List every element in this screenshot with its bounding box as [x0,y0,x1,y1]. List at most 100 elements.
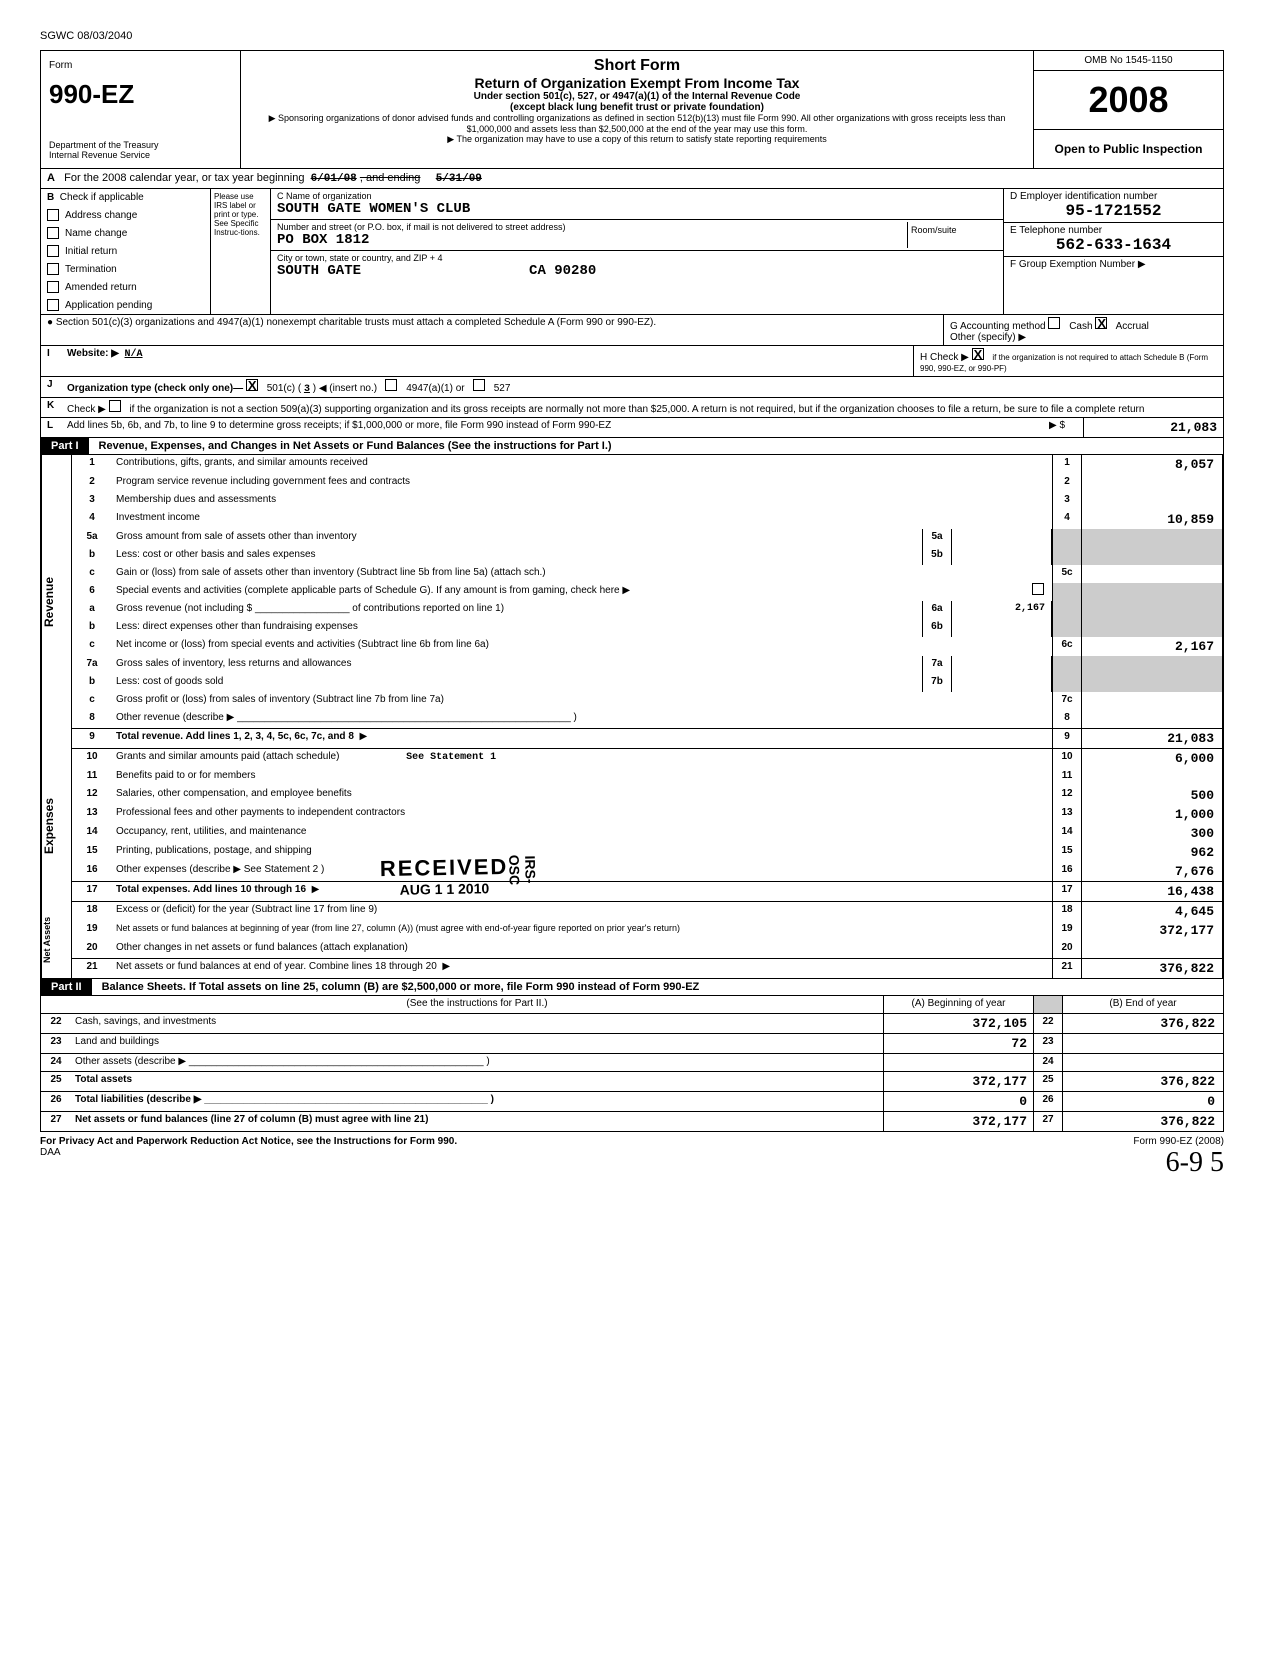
line15-val: 962 [1082,843,1222,862]
line15-desc: Printing, publications, postage, and shi… [112,843,1052,862]
line7a-desc: Gross sales of inventory, less returns a… [112,656,922,674]
bs27-a: 372,177 [883,1112,1033,1131]
initial-return: Initial return [65,246,117,257]
j-4947: 4947(a)(1) or [406,383,464,394]
line7c-desc: Gross profit or (loss) from sales of inv… [112,692,1052,710]
gaming-checkbox[interactable] [1032,583,1044,595]
l-arrow: ▶ $ [1043,418,1083,437]
section-code: Under section 501(c), 527, or 4947(a)(1)… [251,91,1023,102]
line18-val: 4,645 [1082,902,1222,921]
part1-title: Revenue, Expenses, and Changes in Net As… [89,438,622,454]
sponsor-note: ▶ Sponsoring organizations of donor advi… [251,113,1023,134]
line1-desc: Contributions, gifts, grants, and simila… [112,455,1052,474]
line6a-midval: 2,167 [952,601,1052,619]
group-exemption: F Group Exemption Number ▶ [1010,259,1217,270]
line3-desc: Membership dues and assessments [112,492,1052,510]
line2-desc: Program service revenue including govern… [112,474,1052,492]
bs27-desc: Net assets or fund balances (line 27 of … [71,1112,883,1131]
line4-desc: Investment income [112,510,1052,529]
part2-instr: (See the instructions for Part II.) [71,996,883,1013]
line19-val: 372,177 [1082,921,1222,940]
footer: For Privacy Act and Paperwork Reduction … [40,1132,1224,1183]
l-text: Add lines 5b, 6b, and 7b, to line 9 to d… [61,418,1043,437]
check-applicable: Check if applicable [60,192,144,203]
line17-val: 16,438 [1082,882,1222,901]
other-specify: Other (specify) ▶ [950,332,1026,343]
section-501-row: ● Section 501(c)(3) organizations and 49… [40,315,1224,346]
termination: Termination [65,264,117,275]
bs27-b: 376,822 [1063,1112,1223,1131]
k-label: Check ▶ [67,404,106,415]
website-value: N/A [125,349,143,360]
bs22-b: 376,822 [1063,1014,1223,1033]
line8-val [1082,710,1222,728]
line3-val [1082,492,1222,510]
line6c-val: 2,167 [1082,637,1222,656]
return-subtitle: Return of Organization Exempt From Incom… [251,75,1023,91]
bs25-desc: Total assets [71,1072,883,1091]
part2-label: Part II [41,979,92,995]
application-pending-checkbox[interactable] [47,299,59,311]
bs26-a: 0 [883,1092,1033,1111]
phone-value: 562-633-1634 [1010,236,1217,254]
bs22-a: 372,105 [883,1014,1033,1033]
line14-val: 300 [1082,824,1222,843]
cash-checkbox[interactable] [1048,317,1060,329]
j-501c: 501(c) ( [267,383,301,394]
h-checkbox[interactable] [972,348,984,360]
initial-return-checkbox[interactable] [47,245,59,257]
line16-desc: Other expenses (describe ▶ See Statement… [112,862,1052,881]
addr-label: Number and street (or P.O. box, if mail … [277,222,907,232]
line5a-midval [952,529,1052,547]
bs24-desc: Other assets (describe ▶ _______________… [71,1054,883,1071]
501c-checkbox[interactable] [246,379,258,391]
received-date: AUG 1 1 2010 [380,880,509,898]
line5b-midval [952,547,1052,565]
line7b-midval [952,674,1052,692]
name-change-checkbox[interactable] [47,227,59,239]
address-change-checkbox[interactable] [47,209,59,221]
bs23-a: 72 [883,1034,1033,1053]
line21-desc: Net assets or fund balances at end of ye… [112,959,1052,978]
received-stamp: RECEIVED AUG 1 1 2010 IRS-OSC [380,854,509,898]
line10-val: 6,000 [1082,749,1222,768]
row-a-text: For the 2008 calendar year, or tax year … [64,172,304,184]
line5a-desc: Gross amount from sale of assets other t… [112,529,922,547]
line20-val [1082,940,1222,958]
ein-label: D Employer identification number [1010,191,1217,202]
k-checkbox[interactable] [109,400,121,412]
h-label: H Check ▶ [920,352,969,363]
line8-desc: Other revenue (describe ▶ ______________… [112,710,1052,728]
except-note: (except black lung benefit trust or priv… [251,102,1023,113]
bs22-desc: Cash, savings, and investments [71,1014,883,1033]
j-insert: ) ◀ (insert no.) [313,383,377,394]
line13-val: 1,000 [1082,805,1222,824]
section-b: B Check if applicable Address change Nam… [40,189,1224,315]
org-address: PO BOX 1812 [277,232,907,248]
line2-val [1082,474,1222,492]
netassets-side-label: Net Assets [41,902,71,978]
irs-label-note: Please use IRS label or print or type. S… [211,189,271,314]
527-checkbox[interactable] [473,379,485,391]
line13-desc: Professional fees and other payments to … [112,805,1052,824]
j-label: Organization type (check only one)— [67,383,243,394]
line11-val [1082,768,1222,786]
application-pending: Application pending [65,300,152,311]
line19-desc: Net assets or fund balances at beginning… [112,921,1052,940]
line14-desc: Occupancy, rent, utilities, and maintena… [112,824,1052,843]
termination-checkbox[interactable] [47,263,59,275]
bs25-b: 376,822 [1063,1072,1223,1091]
accrual-checkbox[interactable] [1095,317,1107,329]
org-city: SOUTH GATE CA 90280 [277,263,997,279]
line6a-desc: Gross revenue (not including $ _________… [112,601,922,619]
4947-checkbox[interactable] [385,379,397,391]
col-a-header: (A) Beginning of year [883,996,1033,1013]
j-num: 3 [304,384,310,395]
handwritten: 6-9 5 [1166,1147,1224,1178]
amended-return-checkbox[interactable] [47,281,59,293]
line5c-desc: Gain or (loss) from sale of assets other… [112,565,1052,583]
tax-year-begin: 6/01/08 [311,173,357,185]
org-name: SOUTH GATE WOMEN'S CLUB [277,201,997,217]
short-form-title: Short Form [251,57,1023,75]
address-change: Address change [65,210,137,221]
